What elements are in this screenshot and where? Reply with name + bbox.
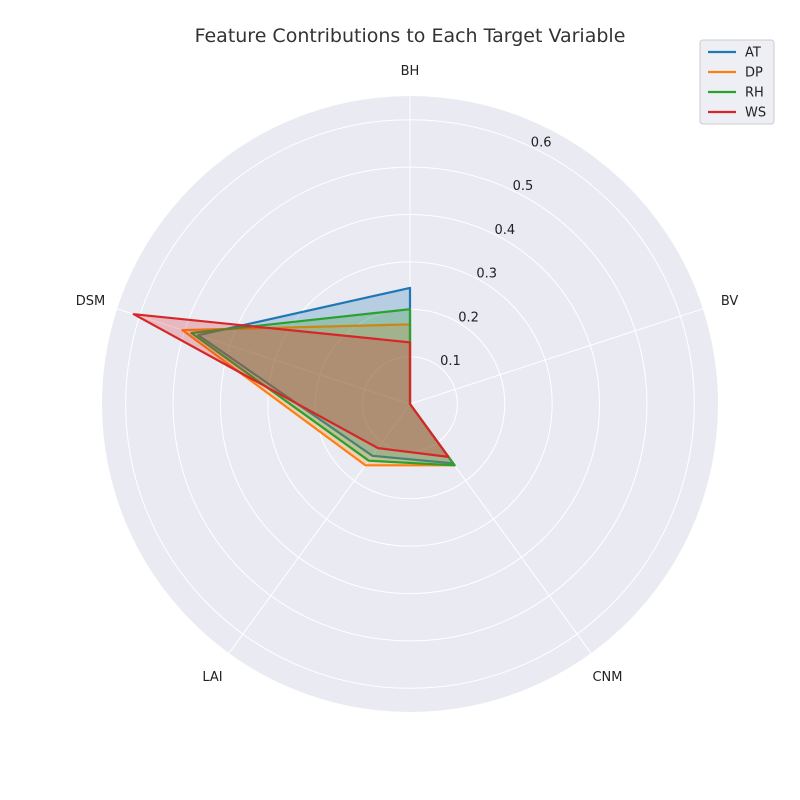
axis-label-layer: 0.1 0.2 0.3 0.4 0.5 0.6 BH BV CNM LAI DSM: [76, 64, 739, 685]
radial-tick-label: 0.4: [495, 223, 516, 238]
series-layer: [132, 286, 456, 467]
radial-tick-label: 0.3: [476, 267, 497, 282]
radial-tick-label: 0.2: [458, 310, 479, 325]
radial-tick-label: 0.5: [513, 179, 534, 194]
angular-gridline: [228, 403, 411, 654]
radial-tick-label: 0.1: [440, 354, 461, 369]
legend-label-ws: WS: [745, 106, 766, 121]
axis-label-bv: BV: [721, 294, 739, 309]
angular-gridline: [116, 308, 411, 405]
legend-label-at: AT: [745, 46, 761, 61]
radial-tick-label: 0.6: [531, 135, 552, 150]
angular-gridline: [409, 308, 704, 405]
legend-label-dp: DP: [745, 66, 763, 81]
axis-label-lai: LAI: [202, 670, 222, 685]
axis-label-bh: BH: [401, 64, 420, 79]
legend-box: [699, 39, 775, 125]
legend-label-rh: RH: [745, 86, 764, 101]
axis-label-cnm: CNM: [592, 670, 622, 685]
legend: AT DP RH WS: [699, 39, 775, 125]
series-polygon-ws: [132, 313, 450, 458]
axis-label-dsm: DSM: [76, 294, 105, 309]
chart-title: Feature Contributions to Each Target Var…: [195, 25, 626, 47]
